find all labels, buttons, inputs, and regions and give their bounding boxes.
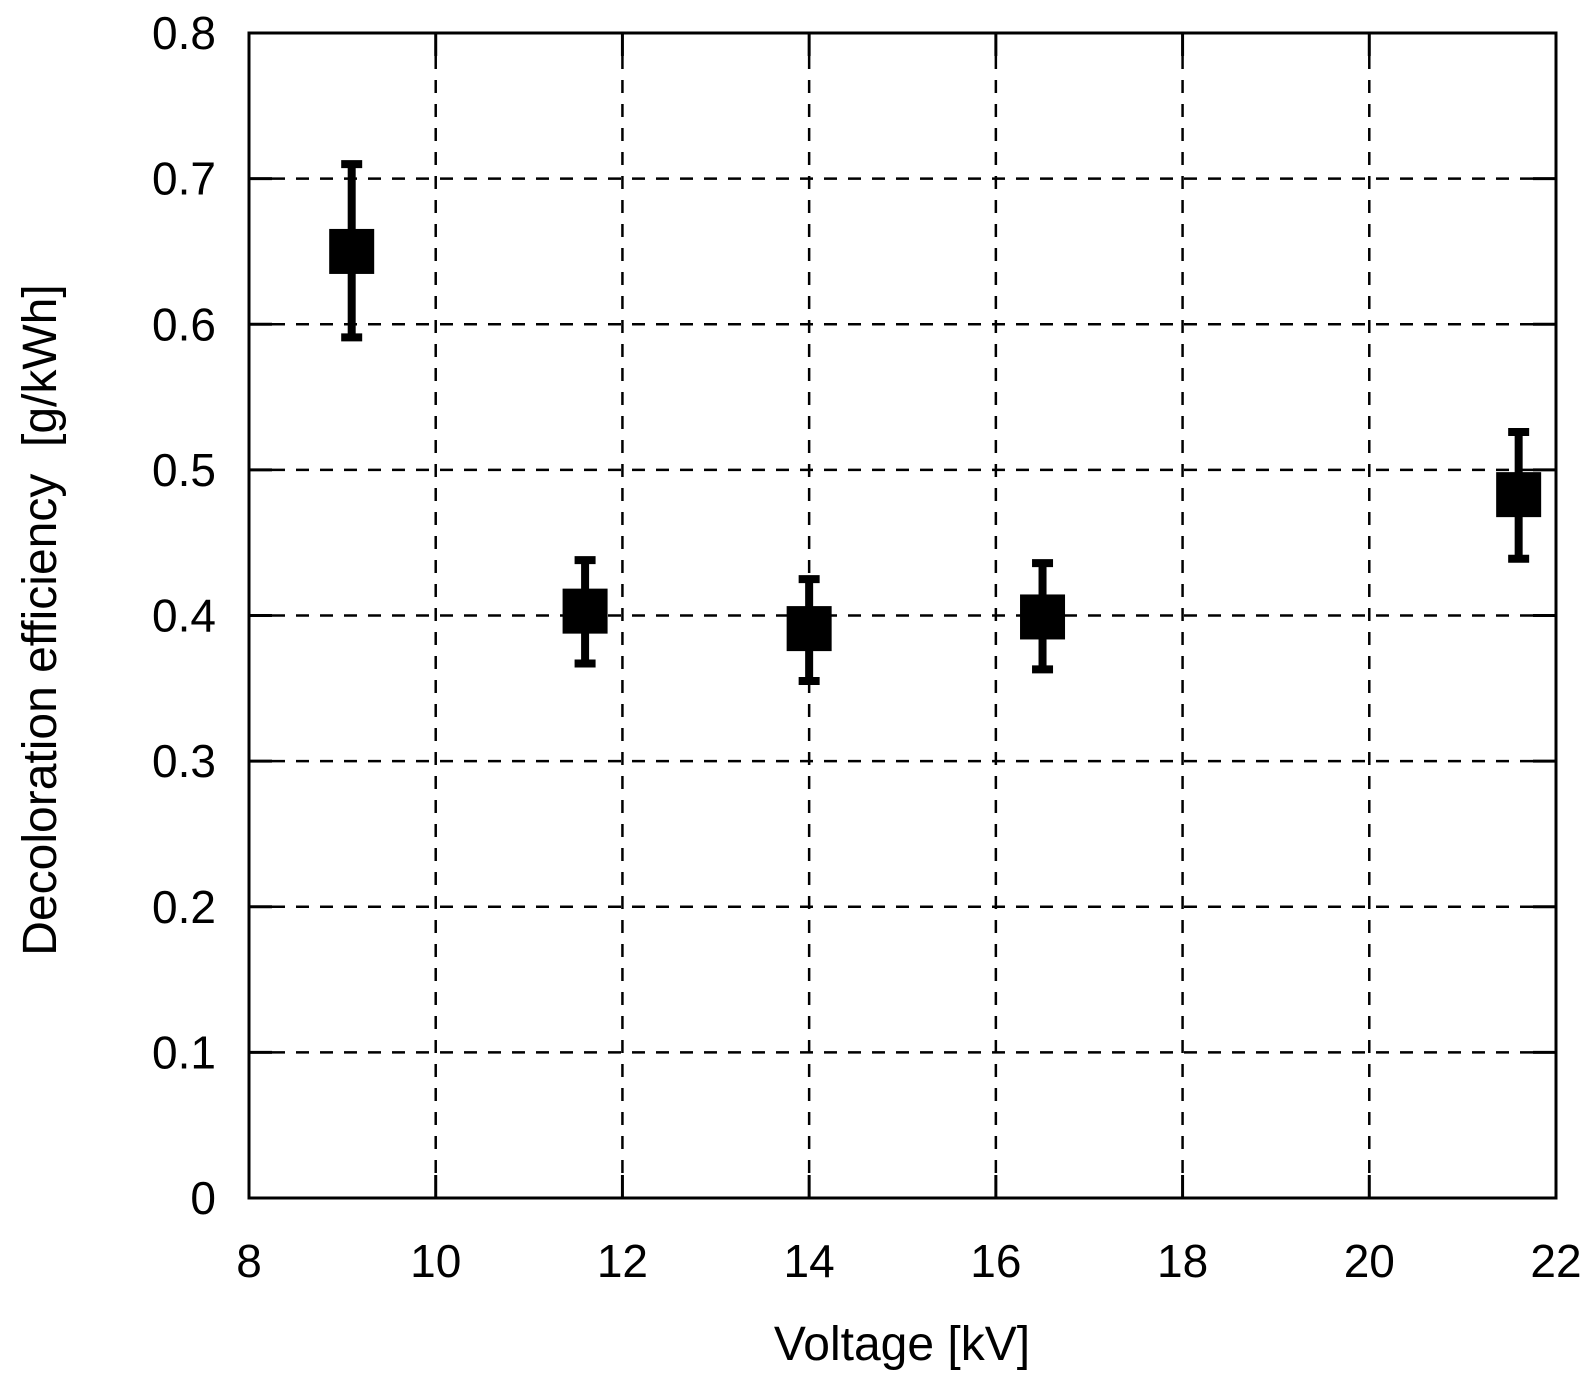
grid-layer [249, 33, 1556, 1198]
y-axis-title: Decoloration efficiency [g/kWh] [14, 284, 67, 955]
y-tick-label-0.8: 0.8 [152, 7, 216, 59]
y-tick-label-0: 0 [190, 1172, 216, 1224]
y-tick-label-0.7: 0.7 [152, 153, 216, 205]
x-axis-title: Voltage [kV] [774, 1318, 1030, 1371]
x-tick-label-8: 8 [236, 1235, 262, 1287]
data-point-4 [1496, 428, 1542, 563]
x-tick-label-18: 18 [1157, 1235, 1208, 1287]
tick-label-layer: 8 10 12 14 16 18 20 22 0 0.1 0.2 0.3 0.4 0.5 0.6 0.7 0.8 [152, 7, 1582, 1287]
square-marker [1020, 594, 1066, 640]
square-marker [562, 588, 608, 634]
square-marker [1496, 472, 1542, 518]
x-tick-label-20: 20 [1344, 1235, 1395, 1287]
y-tick-label-0.5: 0.5 [152, 444, 216, 496]
plot-frame [247, 31, 1558, 1200]
y-tick-label-0.4: 0.4 [152, 590, 216, 642]
data-point-0 [329, 160, 375, 342]
square-marker [329, 228, 375, 274]
x-tick-label-12: 12 [597, 1235, 648, 1287]
y-tick-label-0.3: 0.3 [152, 735, 216, 787]
data-series-layer [329, 160, 1542, 686]
x-tick-label-16: 16 [970, 1235, 1021, 1287]
data-point-1 [562, 556, 608, 668]
x-tick-label-10: 10 [410, 1235, 461, 1287]
data-point-3 [1020, 559, 1066, 674]
frame-layer [247, 31, 1558, 1200]
x-tick-label-14: 14 [784, 1235, 835, 1287]
x-tick-label-22: 22 [1530, 1235, 1581, 1287]
square-marker [786, 606, 832, 652]
y-tick-label-0.1: 0.1 [152, 1026, 216, 1078]
y-tick-label-0.2: 0.2 [152, 881, 216, 933]
y-tick-label-0.6: 0.6 [152, 298, 216, 350]
data-point-2 [786, 575, 832, 686]
